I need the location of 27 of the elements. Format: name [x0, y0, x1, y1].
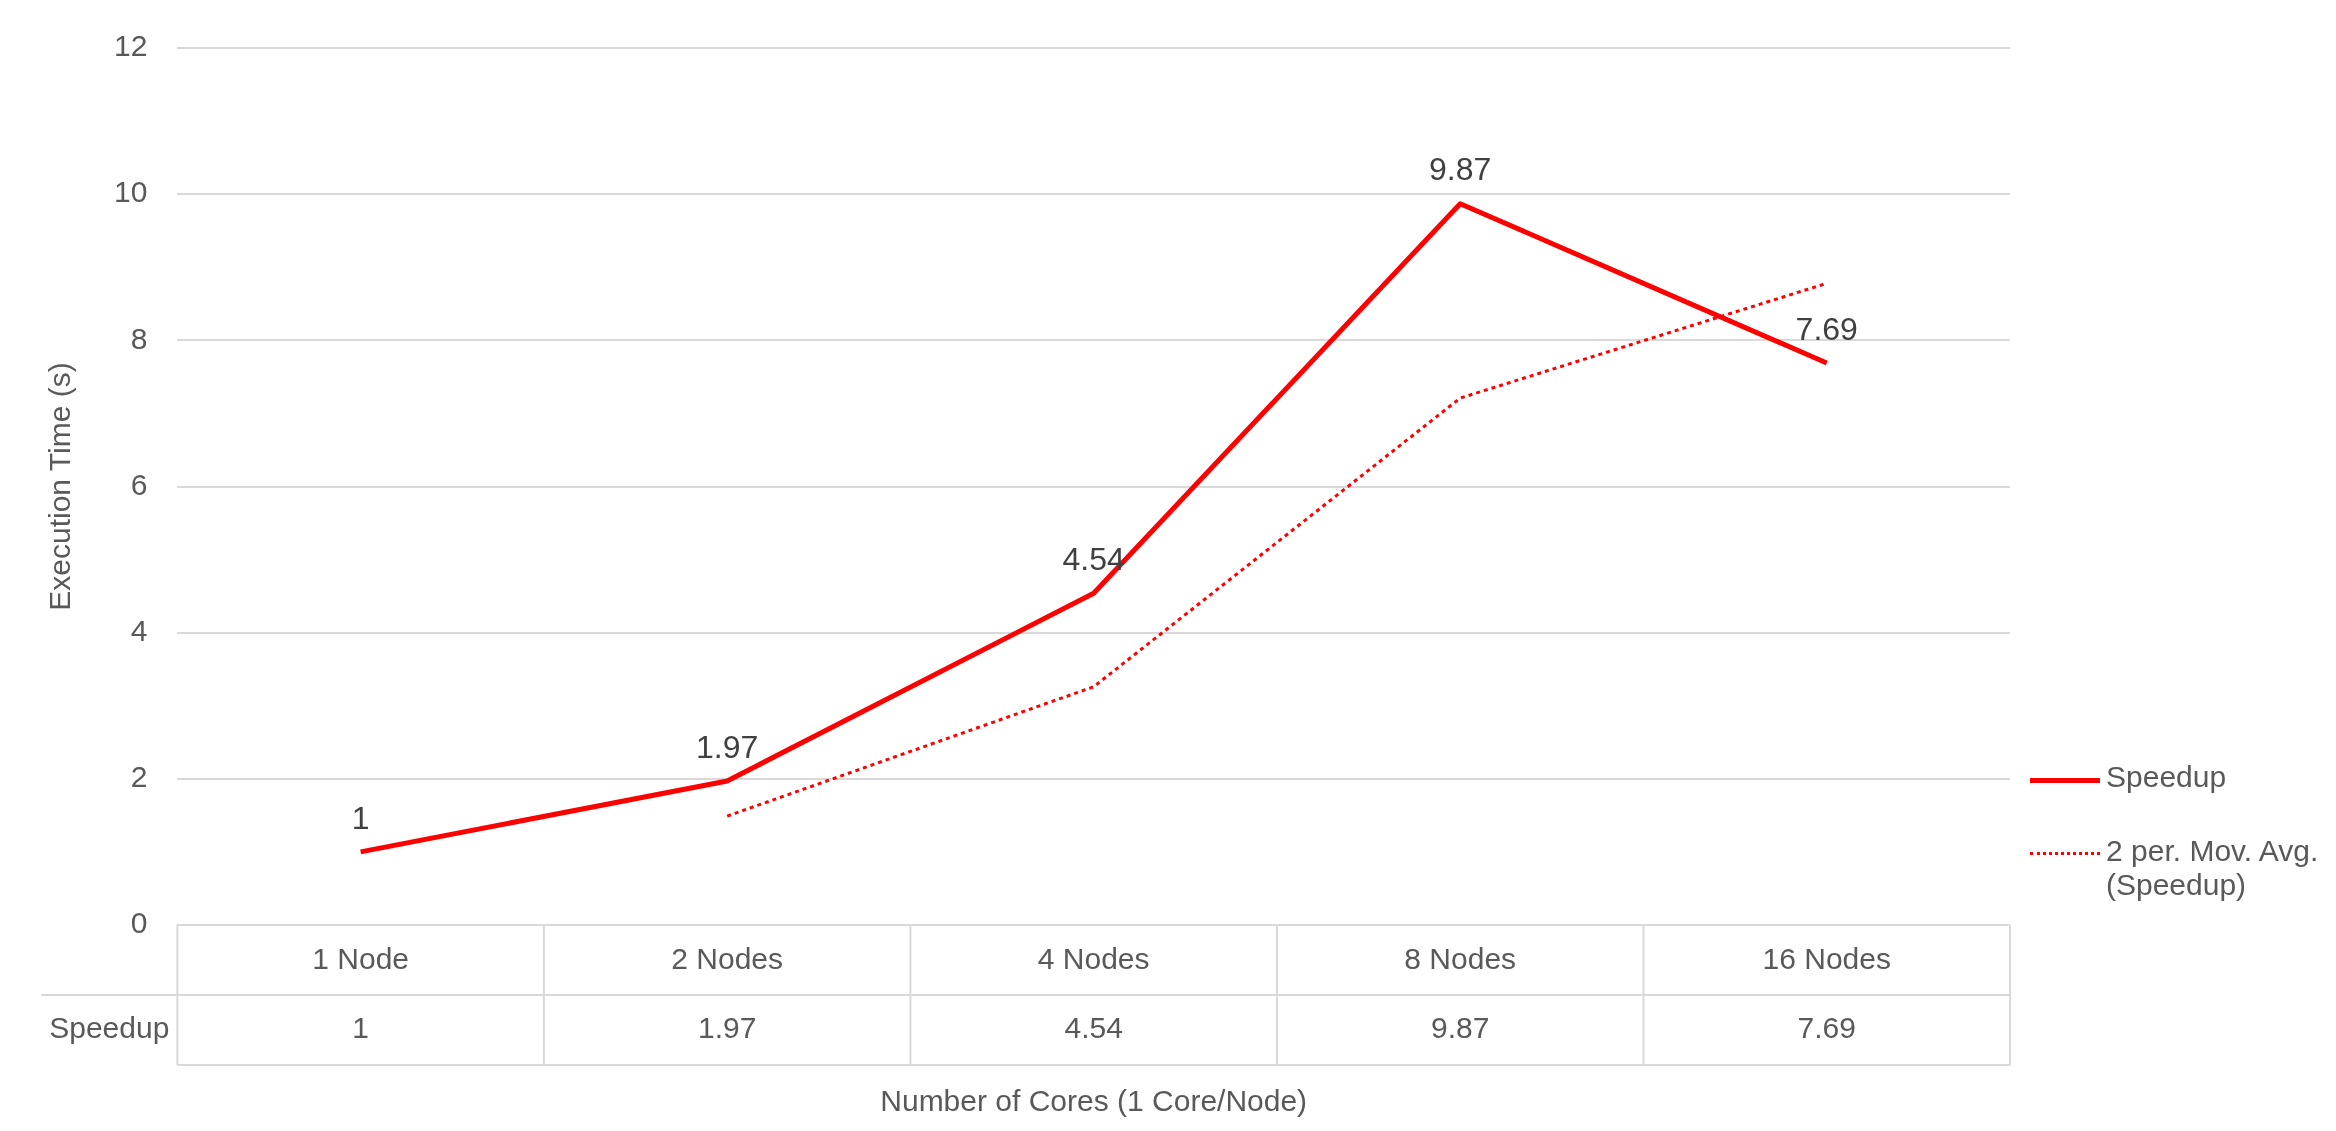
text: 9.87 [1429, 151, 1492, 188]
legend-label: Speedup [2106, 760, 2227, 794]
y-tick-label: 10 [113, 175, 148, 209]
y-tick-label: 12 [113, 29, 148, 63]
data-label: 1.97 [697, 1011, 757, 1045]
data-label: 7.69 [1797, 1011, 1856, 1045]
x-axis-title: Number of Cores (1 Core/Node) [880, 1084, 1308, 1118]
text: 1.97 [696, 728, 759, 765]
y-tick-label: 4 [130, 613, 148, 647]
data-label: 1 [352, 1011, 369, 1045]
x-tick-label: 1 Node [312, 942, 410, 976]
x-tick-label: 16 Nodes [1762, 942, 1891, 976]
data-label: 9.87 [1431, 1011, 1490, 1045]
text: 1 [351, 799, 370, 836]
text: 4.54 [1062, 541, 1125, 578]
data-label: 4.54 [1064, 1011, 1123, 1045]
legend-label: 2 per. Mov. Avg. (Speedup) [2106, 834, 2320, 902]
text: Speedup [49, 1011, 170, 1045]
x-tick-label: 4 Nodes [1037, 942, 1150, 976]
y-tick-label: 8 [130, 321, 148, 355]
y-tick-label: 0 [130, 906, 148, 940]
y-tick-label: 2 [130, 760, 148, 794]
text: 7.69 [1795, 310, 1858, 347]
y-tick-label: 6 [130, 467, 148, 501]
y-axis-title: Execution Time (s) [43, 362, 77, 611]
x-tick-label: 8 Nodes [1404, 942, 1517, 976]
x-tick-label: 2 Nodes [671, 942, 784, 976]
